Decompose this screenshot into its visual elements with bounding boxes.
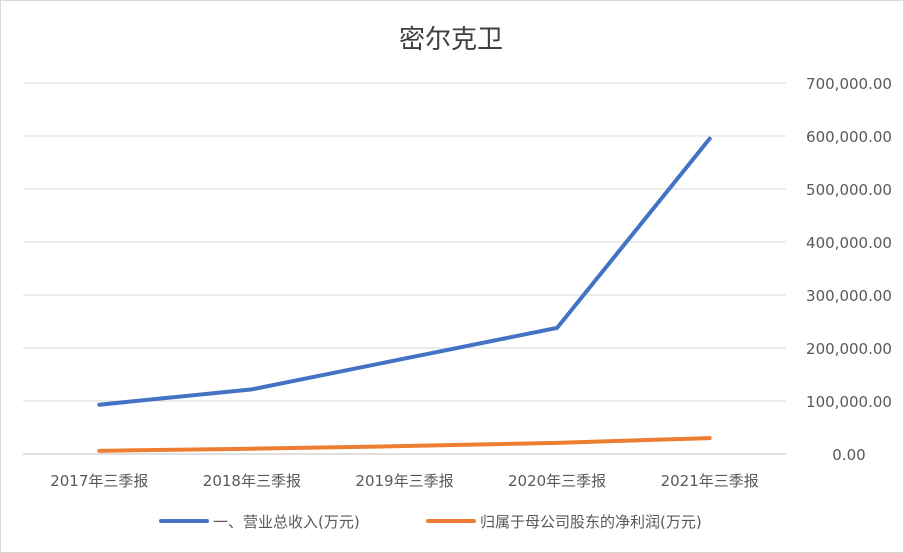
x-tick-label: 2019年三季报 (355, 472, 453, 490)
series-line-2 (97, 436, 712, 453)
x-tick-label: 2021年三季报 (661, 472, 759, 490)
gridlines (23, 82, 786, 455)
legend: 一、营业总收入(万元) 归属于母公司股东的净利润(万元) (159, 513, 702, 531)
series-lines (97, 136, 712, 453)
x-tick-label: 2018年三季报 (203, 472, 301, 490)
x-axis-ticks: 2017年三季报 2018年三季报 2019年三季报 2020年三季报 2021年三季报 (50, 472, 759, 490)
y-tick-label: 0.00 (832, 446, 865, 464)
y-tick-label: 200,000.00 (806, 340, 892, 358)
x-tick-label: 2020年三季报 (508, 472, 606, 490)
y-tick-label: 500,000.00 (806, 181, 892, 199)
series-line-1 (97, 136, 712, 407)
y-tick-label: 300,000.00 (806, 287, 892, 305)
y-tick-label: 400,000.00 (806, 234, 892, 252)
chart-title: 密尔克卫 (399, 25, 503, 55)
y-tick-label: 600,000.00 (806, 128, 892, 146)
y-tick-label: 700,000.00 (806, 75, 892, 93)
x-tick-label: 2017年三季报 (50, 472, 148, 490)
y-tick-label: 100,000.00 (806, 393, 892, 411)
legend-label: 归属于母公司股东的净利润(万元) (480, 513, 702, 531)
legend-label: 一、营业总收入(万元) (213, 513, 360, 531)
y-axis-ticks: 0.00 100,000.00 200,000.00 300,000.00 400,00… (806, 75, 892, 464)
